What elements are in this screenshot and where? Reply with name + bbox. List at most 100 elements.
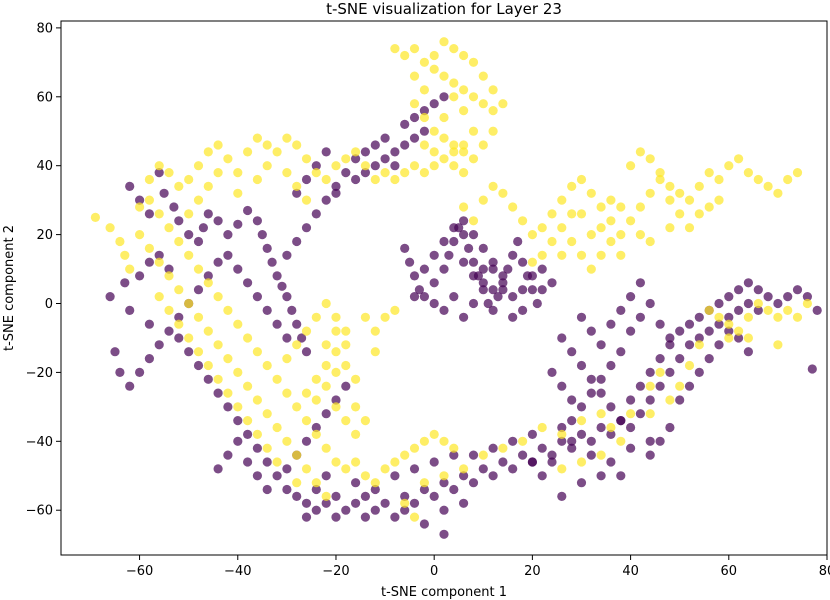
scatter-point [596, 340, 606, 350]
scatter-point [468, 154, 479, 164]
scatter-point [292, 181, 302, 191]
scatter-point [174, 285, 184, 295]
scatter-point [400, 140, 410, 150]
scatter-point [331, 312, 341, 322]
scatter-point [675, 188, 685, 198]
scatter-point [301, 195, 312, 205]
scatter-point [135, 230, 145, 240]
scatter-point [360, 471, 370, 481]
scatter-point [439, 305, 449, 315]
scatter-point [576, 312, 587, 322]
scatter-point [154, 168, 164, 178]
scatter-point [360, 147, 370, 157]
scatter-point [508, 202, 518, 212]
scatter-point [478, 264, 488, 274]
scatter-point [635, 409, 646, 419]
scatter-point [409, 99, 420, 109]
scatter-point [409, 443, 420, 453]
scatter-point [184, 209, 194, 219]
scatter-point [694, 367, 704, 377]
scatter-point [596, 223, 606, 233]
scatter-point [743, 347, 754, 357]
scatter-point [567, 443, 577, 453]
scatter-point [429, 457, 439, 467]
scatter-point [449, 292, 459, 302]
scatter-point [783, 174, 793, 185]
scatter-point [282, 354, 292, 364]
scatter-point [616, 305, 626, 315]
scatter-point [135, 202, 145, 212]
scatter-point [626, 326, 636, 336]
scatter-point [537, 250, 547, 260]
scatter-point [301, 326, 312, 336]
scatter-point [547, 450, 557, 460]
scatter-point [459, 216, 469, 226]
scatter-point [154, 340, 164, 350]
scatter-point [203, 326, 213, 336]
scatter-point [468, 478, 479, 488]
scatter-point [449, 147, 459, 157]
scatter-point [164, 264, 174, 274]
scatter-point [301, 388, 312, 398]
scatter-point [341, 464, 351, 474]
scatter-point [429, 50, 439, 61]
scatter-point [557, 223, 567, 233]
scatter-point [370, 505, 380, 515]
scatter-point [675, 354, 685, 364]
scatter-point [606, 429, 616, 439]
scatter-point [694, 333, 704, 343]
scatter-point [488, 106, 498, 116]
scatter-point [370, 161, 380, 171]
scatter-point [547, 457, 557, 467]
scatter-point [184, 298, 194, 309]
scatter-point [262, 360, 272, 371]
scatter-point [292, 188, 302, 198]
scatter-point [596, 450, 606, 460]
scatter-point [567, 209, 577, 219]
scatter-point [449, 161, 459, 171]
scatter-point [684, 195, 695, 205]
scatter-point [252, 216, 262, 226]
scatter-point [311, 209, 321, 219]
scatter-point [429, 250, 439, 260]
scatter-point [321, 409, 331, 419]
scatter-point [468, 257, 479, 267]
scatter-point [311, 312, 321, 322]
x-tick-label: 60 [721, 564, 738, 579]
scatter-point [223, 354, 233, 364]
scatter-point [439, 436, 449, 446]
scatter-point [105, 223, 115, 233]
scatter-point [405, 257, 415, 267]
scatter-point [174, 319, 184, 329]
scatter-point [341, 381, 351, 391]
scatter-point [419, 57, 429, 67]
scatter-point [262, 443, 272, 453]
scatter-point [449, 484, 459, 495]
scatter-point [586, 264, 596, 274]
scatter-point [626, 422, 636, 433]
scatter-point [439, 92, 449, 102]
scatter-point [665, 333, 675, 343]
scatter-point [586, 436, 596, 446]
scatter-point [184, 333, 194, 343]
scatter-point [488, 285, 498, 295]
scatter-point [184, 347, 194, 357]
scatter-point [301, 416, 312, 426]
plot-frame [60, 20, 828, 556]
scatter-point [193, 264, 204, 274]
scatter-point [812, 305, 822, 315]
scatter-point [503, 264, 513, 274]
scatter-point [724, 312, 734, 322]
scatter-point [213, 257, 223, 267]
scatter-point [606, 195, 616, 205]
scatter-point [174, 333, 184, 343]
scatter-point [429, 126, 439, 136]
scatter-point [724, 292, 734, 302]
scatter-point [498, 278, 508, 288]
scatter-point [478, 450, 488, 460]
scatter-point [213, 168, 223, 178]
scatter-point [267, 257, 277, 267]
scatter-point [321, 147, 331, 157]
scatter-point [311, 374, 321, 384]
scatter-point [498, 99, 508, 109]
